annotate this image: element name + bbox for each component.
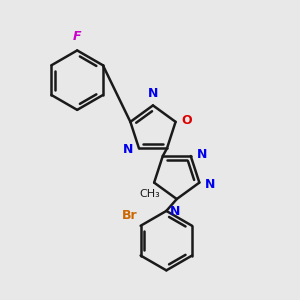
Text: CH₃: CH₃ [139, 189, 160, 199]
Text: O: O [181, 114, 192, 127]
Text: N: N [205, 178, 216, 190]
Text: F: F [73, 30, 81, 43]
Text: Br: Br [122, 209, 137, 222]
Text: N: N [123, 143, 134, 156]
Text: N: N [170, 205, 181, 218]
Text: N: N [197, 148, 207, 161]
Text: N: N [148, 87, 158, 100]
